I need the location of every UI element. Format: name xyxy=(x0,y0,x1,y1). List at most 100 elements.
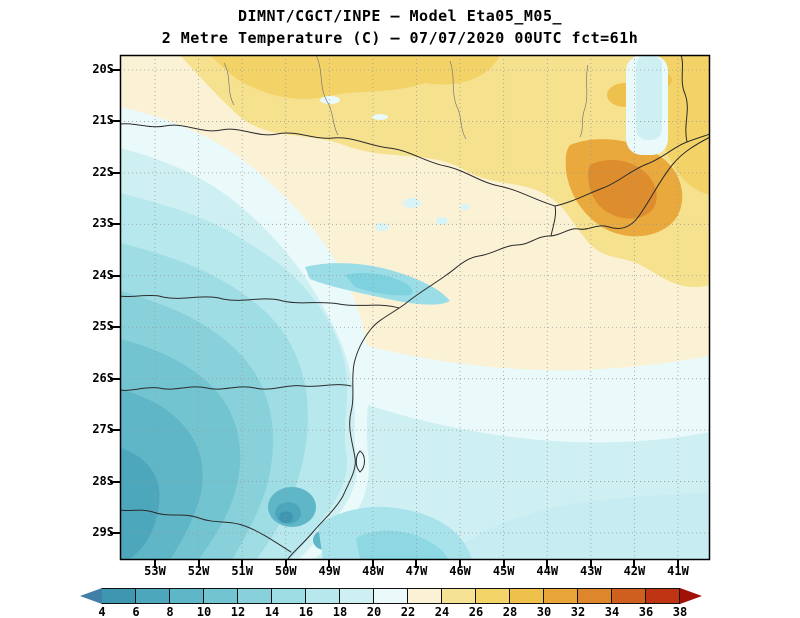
colorbar-segment xyxy=(305,588,340,604)
colorbar-segment xyxy=(645,588,680,604)
lat-label: 27S xyxy=(92,422,114,437)
colorbar-value: 18 xyxy=(332,605,348,618)
lat-tick xyxy=(110,120,120,123)
border-sp-pr xyxy=(120,294,400,309)
lon-tick xyxy=(546,560,549,568)
river-lines xyxy=(223,55,589,140)
colorbar-value: 36 xyxy=(638,605,654,618)
lat-label: 22S xyxy=(92,164,114,179)
lat-tick xyxy=(110,274,120,277)
lon-tick xyxy=(241,560,244,568)
lat-label: 29S xyxy=(92,524,114,539)
lat-tick xyxy=(110,69,120,71)
island xyxy=(355,450,365,473)
lon-tick xyxy=(197,560,200,568)
lon-tick xyxy=(459,560,462,568)
border-mg-rj xyxy=(554,133,710,207)
colorbar-segment xyxy=(101,588,136,604)
colorbar-segment xyxy=(135,588,170,604)
lon-tick xyxy=(633,560,636,568)
plot-title-line1: DIMNT/CGCT/INPE – Model Eta05_M05_ xyxy=(237,7,563,25)
border-es-mg xyxy=(680,55,688,143)
coastline xyxy=(286,136,710,560)
lon-label: 42W xyxy=(623,564,646,578)
colorbar-arrow-right xyxy=(680,588,702,604)
colorbar-arrow-left xyxy=(80,588,102,604)
lon-label: 46W xyxy=(449,564,471,578)
lon-tick xyxy=(589,560,592,568)
map-borders xyxy=(120,55,710,560)
lat-tick xyxy=(110,377,120,380)
lon-tick xyxy=(328,560,331,568)
colorbar-value: 24 xyxy=(434,605,450,618)
colorbar-value: 6 xyxy=(132,605,140,618)
lon-label: 41W xyxy=(667,564,689,578)
map-gridlines xyxy=(120,55,710,560)
colorbar-value: 20 xyxy=(366,605,382,618)
lon-label: 53W xyxy=(144,564,166,578)
lat-tick xyxy=(110,531,120,534)
colorbar-segment xyxy=(543,588,578,604)
lat-tick xyxy=(110,480,120,483)
border-rj-sp xyxy=(550,205,556,237)
colorbar-value: 4 xyxy=(98,605,106,618)
colorbar-segment xyxy=(237,588,272,604)
colorbar-segment xyxy=(577,588,612,604)
lon-label: 45W xyxy=(492,564,515,578)
lon-tick xyxy=(371,560,374,568)
colorbar-segment xyxy=(509,588,544,604)
colorbar-value: 14 xyxy=(264,605,280,618)
lat-label: 25S xyxy=(92,319,114,334)
colorbar-value: 10 xyxy=(196,605,212,618)
colorbar-value: 12 xyxy=(230,605,246,618)
colorbar-value: 22 xyxy=(400,605,416,618)
temperature-map xyxy=(119,54,711,561)
lon-tick xyxy=(284,560,287,568)
lon-label: 51W xyxy=(231,564,253,578)
lat-label: 21S xyxy=(92,113,114,128)
border-pr-sc xyxy=(120,384,352,391)
lon-tick xyxy=(415,560,418,568)
colorbar-bar xyxy=(80,588,702,604)
colorbar-value: 26 xyxy=(468,605,484,618)
colorbar-segment xyxy=(611,588,646,604)
lat-label: 20S xyxy=(92,62,114,76)
lon-label: 47W xyxy=(405,564,428,578)
lon-tick xyxy=(154,560,156,568)
colorbar-segment xyxy=(271,588,306,604)
lon-label: 49W xyxy=(318,564,341,578)
lon-tick xyxy=(502,560,505,568)
temperature-field xyxy=(120,55,710,560)
colorbar-segment xyxy=(339,588,374,604)
lon-label: 48W xyxy=(362,564,384,578)
temperature-colorbar: 4 6 8 10 12 14 16 18 20 22 24 26 28 30 32 34 36 38 xyxy=(80,588,702,618)
colorbar-value: 32 xyxy=(570,605,586,618)
lat-tick xyxy=(110,223,120,226)
colorbar-value: 28 xyxy=(502,605,518,618)
border-sp-mg xyxy=(120,123,556,207)
colorbar-value: 16 xyxy=(298,605,314,618)
lat-tick xyxy=(110,171,120,174)
colorbar-segment xyxy=(203,588,238,604)
colorbar-segment xyxy=(441,588,476,604)
lat-label: 26S xyxy=(92,370,114,385)
colorbar-segment xyxy=(169,588,204,604)
colorbar-value: 30 xyxy=(536,605,552,618)
lat-label: 23S xyxy=(92,216,114,231)
lat-tick xyxy=(110,429,120,432)
lat-label: 24S xyxy=(92,267,114,282)
plot-title-line2: 2 Metre Temperature (C) – 07/07/2020 00U… xyxy=(161,29,639,47)
colorbar-segment xyxy=(407,588,442,604)
colorbar-segment xyxy=(373,588,408,604)
colorbar-segment xyxy=(475,588,510,604)
lat-label: 28S xyxy=(92,473,114,488)
colorbar-value: 34 xyxy=(604,605,620,618)
lon-label: 50W xyxy=(274,564,297,578)
border-sc-rs xyxy=(120,509,292,553)
colorbar-value: 8 xyxy=(166,605,174,618)
lon-label: 44W xyxy=(536,564,559,578)
lon-tick xyxy=(676,560,679,568)
lon-label: 52W xyxy=(187,564,210,578)
lon-label: 43W xyxy=(579,564,602,578)
